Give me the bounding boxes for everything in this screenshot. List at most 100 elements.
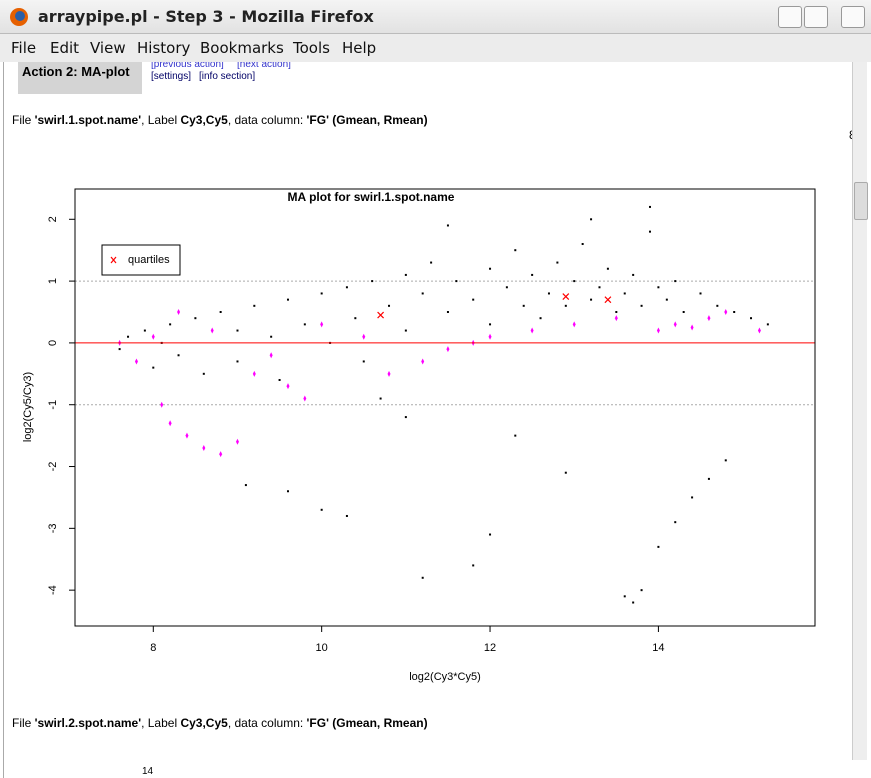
point bbox=[522, 304, 525, 307]
page-content: Action 2: MA-plot [previous action] [nex… bbox=[3, 62, 853, 778]
point bbox=[682, 311, 685, 314]
point bbox=[716, 304, 719, 307]
point bbox=[210, 327, 214, 334]
menu-item[interactable]: File bbox=[11, 39, 37, 57]
file-line-part: File bbox=[12, 716, 35, 730]
chart-title: MA plot for swirl.1.spot.name bbox=[288, 190, 455, 204]
file-line-part: , data column: bbox=[227, 716, 307, 730]
point bbox=[623, 292, 626, 295]
point bbox=[472, 298, 475, 301]
point bbox=[269, 352, 273, 359]
minimize-button[interactable] bbox=[778, 6, 802, 28]
point bbox=[488, 333, 492, 340]
point bbox=[345, 514, 348, 517]
link[interactable]: [settings] bbox=[151, 71, 192, 82]
clipped-label: 14 bbox=[142, 766, 154, 777]
point bbox=[118, 348, 121, 351]
file-line: File 'swirl.1.spot.name', Label Cy3,Cy5,… bbox=[12, 113, 428, 127]
menu-item[interactable]: Edit bbox=[50, 39, 80, 57]
point bbox=[127, 335, 130, 338]
y-tick-label: 1 bbox=[47, 278, 59, 284]
point bbox=[219, 311, 222, 314]
clipped-label: 8 bbox=[849, 128, 853, 142]
point bbox=[404, 329, 407, 332]
file-line-part: , Label bbox=[141, 716, 181, 730]
scrollbar[interactable] bbox=[852, 62, 868, 760]
point bbox=[514, 434, 517, 437]
menu-item[interactable]: View bbox=[90, 39, 126, 57]
point bbox=[674, 280, 677, 283]
point bbox=[581, 243, 584, 246]
y-tick-label: -3 bbox=[47, 523, 59, 533]
point bbox=[371, 280, 374, 283]
point bbox=[404, 273, 407, 276]
menu-bar: File Edit View History Bookmarks Tools Help bbox=[0, 34, 871, 62]
point bbox=[530, 327, 534, 334]
point bbox=[707, 477, 710, 480]
menu-item[interactable]: History bbox=[137, 39, 191, 57]
point bbox=[556, 261, 559, 264]
point bbox=[236, 329, 239, 332]
point bbox=[640, 589, 643, 592]
link[interactable]: [next action] bbox=[237, 62, 291, 70]
point bbox=[388, 304, 391, 307]
point bbox=[514, 249, 517, 252]
point bbox=[320, 292, 323, 295]
close-button[interactable] bbox=[841, 6, 865, 28]
legend: quartiles bbox=[101, 244, 181, 276]
point bbox=[573, 280, 576, 283]
menu-item[interactable]: Tools bbox=[293, 39, 330, 57]
maximize-button[interactable] bbox=[804, 6, 828, 28]
point bbox=[733, 311, 736, 314]
point bbox=[194, 317, 197, 320]
menu-item[interactable]: Bookmarks bbox=[200, 39, 284, 57]
link[interactable]: [info section] bbox=[199, 71, 256, 82]
point bbox=[531, 273, 534, 276]
legend-marker bbox=[110, 256, 117, 264]
point bbox=[472, 564, 475, 567]
point bbox=[724, 309, 728, 316]
point bbox=[724, 459, 727, 462]
point bbox=[320, 508, 323, 511]
point bbox=[286, 383, 290, 390]
point bbox=[253, 304, 256, 307]
menu-item[interactable]: Help bbox=[342, 39, 377, 57]
point bbox=[421, 358, 425, 365]
point bbox=[707, 315, 711, 322]
point bbox=[648, 205, 651, 208]
point bbox=[286, 298, 289, 301]
link[interactable]: [previous action] bbox=[151, 62, 224, 70]
point bbox=[160, 401, 164, 408]
point bbox=[362, 360, 365, 363]
point bbox=[303, 323, 306, 326]
point bbox=[691, 496, 694, 499]
point bbox=[539, 317, 542, 320]
point bbox=[674, 521, 677, 524]
point bbox=[379, 397, 382, 400]
point bbox=[665, 298, 668, 301]
point bbox=[345, 286, 348, 289]
point bbox=[590, 298, 593, 301]
point bbox=[219, 451, 223, 458]
y-axis-label: log2(Cy5/Cy3) bbox=[22, 372, 34, 442]
scroll-thumb[interactable] bbox=[854, 182, 868, 220]
point bbox=[151, 333, 155, 340]
file-line-part: 'swirl.1.spot.name' bbox=[34, 113, 142, 127]
point bbox=[143, 329, 146, 332]
point bbox=[286, 490, 289, 493]
firefox-icon bbox=[10, 8, 28, 26]
point bbox=[446, 224, 449, 227]
file-line-part: Cy3,Cy5 bbox=[180, 716, 228, 730]
point bbox=[270, 335, 273, 338]
point bbox=[564, 304, 567, 307]
x-tick-label: 8 bbox=[150, 642, 156, 654]
point bbox=[430, 261, 433, 264]
title-bar: arraypipe.pl - Step 3 - Mozilla Firefox bbox=[0, 0, 871, 34]
point bbox=[590, 218, 593, 221]
file-line-part: , data column: bbox=[227, 113, 307, 127]
point bbox=[235, 438, 239, 445]
point bbox=[404, 416, 407, 419]
point bbox=[562, 293, 570, 300]
